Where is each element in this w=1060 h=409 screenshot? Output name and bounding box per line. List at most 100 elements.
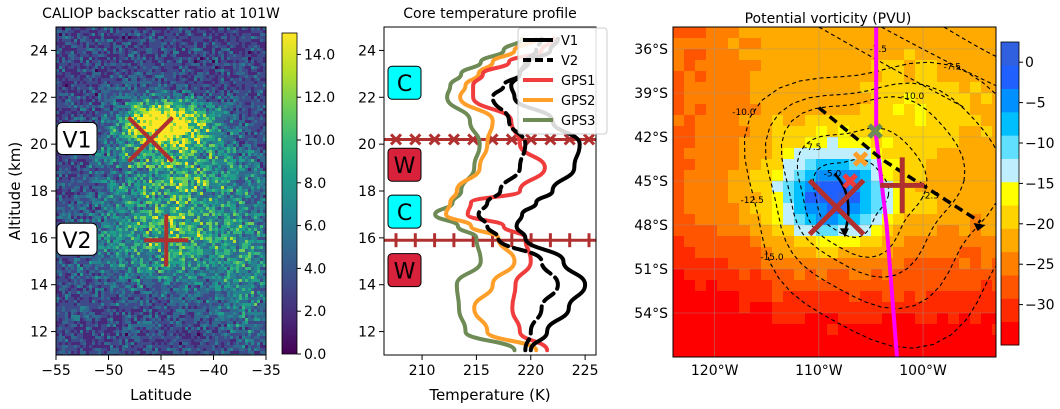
caliop-cell	[131, 213, 134, 216]
caliop-cell	[197, 234, 200, 237]
caliop-cell	[263, 231, 266, 234]
caliop-cell	[158, 192, 161, 195]
caliop-cell	[236, 123, 239, 126]
caliop-cell	[245, 69, 248, 72]
caliop-cell	[194, 63, 197, 66]
caliop-cell	[98, 81, 101, 84]
caliop-cell	[221, 30, 224, 33]
caliop-cell	[170, 102, 173, 105]
caliop-cell	[224, 213, 227, 216]
caliop-cell	[155, 201, 158, 204]
caliop-cell	[242, 117, 245, 120]
caliop-cell	[224, 27, 227, 30]
caliop-cell	[134, 63, 137, 66]
caliop-cell	[113, 63, 116, 66]
caliop-cell	[176, 132, 179, 135]
caliop-cell	[71, 33, 74, 36]
caliop-cell	[245, 81, 248, 84]
caliop-cell	[233, 84, 236, 87]
caliop-cell	[173, 150, 176, 153]
caliop-cell	[236, 180, 239, 183]
caliop-cell	[167, 207, 170, 210]
caliop-cell	[263, 30, 266, 33]
caliop-cell	[245, 231, 248, 234]
caliop-cell	[206, 33, 209, 36]
caliop-cell	[122, 120, 125, 123]
caliop-cell	[227, 156, 230, 159]
caliop-cell	[146, 123, 149, 126]
caliop-cell	[143, 225, 146, 228]
caliop-cell	[230, 45, 233, 48]
caliop-cell	[191, 105, 194, 108]
caliop-cell	[146, 162, 149, 165]
caliop-cell	[215, 195, 218, 198]
caliop-cell	[140, 84, 143, 87]
caliop-cell	[212, 78, 215, 81]
caliop-cell	[158, 81, 161, 84]
caliop-cell	[233, 81, 236, 84]
caliop-cell	[89, 168, 92, 171]
caliop-cell	[197, 93, 200, 96]
caliop-cell	[197, 228, 200, 231]
caliop-cell	[143, 45, 146, 48]
caliop-cell	[56, 168, 59, 171]
caliop-cell	[254, 66, 257, 69]
caliop-cell	[206, 144, 209, 147]
caliop-cell	[86, 102, 89, 105]
caliop-cell	[194, 42, 197, 45]
caliop-cell	[236, 141, 239, 144]
caliop-cell	[194, 228, 197, 231]
caliop-cell	[83, 189, 86, 192]
caliop-cell	[65, 36, 68, 39]
caliop-cell	[200, 54, 203, 57]
caliop-cell	[137, 45, 140, 48]
caliop-cell	[62, 204, 65, 207]
caliop-cell	[218, 105, 221, 108]
caliop-cell	[119, 69, 122, 72]
caliop-cell	[98, 195, 101, 198]
caliop-cell	[164, 99, 167, 102]
caliop-cell	[107, 51, 110, 54]
caliop-cell	[194, 87, 197, 90]
caliop-cell	[167, 201, 170, 204]
caliop-cell	[215, 120, 218, 123]
caliop-cell	[107, 90, 110, 93]
caliop-cell	[116, 105, 119, 108]
caliop-cell	[248, 120, 251, 123]
caliop-cell	[137, 42, 140, 45]
caliop-cell	[98, 231, 101, 234]
caliop-cell	[188, 222, 191, 225]
caliop-cell	[125, 108, 128, 111]
caliop-cell	[152, 129, 155, 132]
caliop-cell	[80, 63, 83, 66]
caliop-cell	[59, 72, 62, 75]
caliop-cell	[203, 198, 206, 201]
caliop-cell	[161, 129, 164, 132]
caliop-cell	[251, 153, 254, 156]
caliop-cell	[242, 141, 245, 144]
caliop-cell	[173, 108, 176, 111]
caliop-cell	[86, 60, 89, 63]
caliop-cell	[122, 126, 125, 129]
caliop-cell	[125, 102, 128, 105]
caliop-cell	[149, 51, 152, 54]
caliop-cell	[263, 150, 266, 153]
caliop-cell	[122, 96, 125, 99]
caliop-cell	[116, 183, 119, 186]
caliop-cell	[245, 90, 248, 93]
caliop-cell	[125, 138, 128, 141]
caliop-cell	[95, 183, 98, 186]
caliop-cell	[140, 237, 143, 240]
caliop-cell	[95, 168, 98, 171]
caliop-cell	[257, 189, 260, 192]
caliop-cell	[134, 132, 137, 135]
caliop-cell	[86, 195, 89, 198]
caliop-cell	[74, 30, 77, 33]
caliop-cell	[143, 111, 146, 114]
caliop-cell	[182, 69, 185, 72]
caliop-cell	[62, 72, 65, 75]
caliop-cell	[104, 48, 107, 51]
caliop-cell	[224, 225, 227, 228]
caliop-cell	[152, 150, 155, 153]
caliop-cell	[107, 195, 110, 198]
